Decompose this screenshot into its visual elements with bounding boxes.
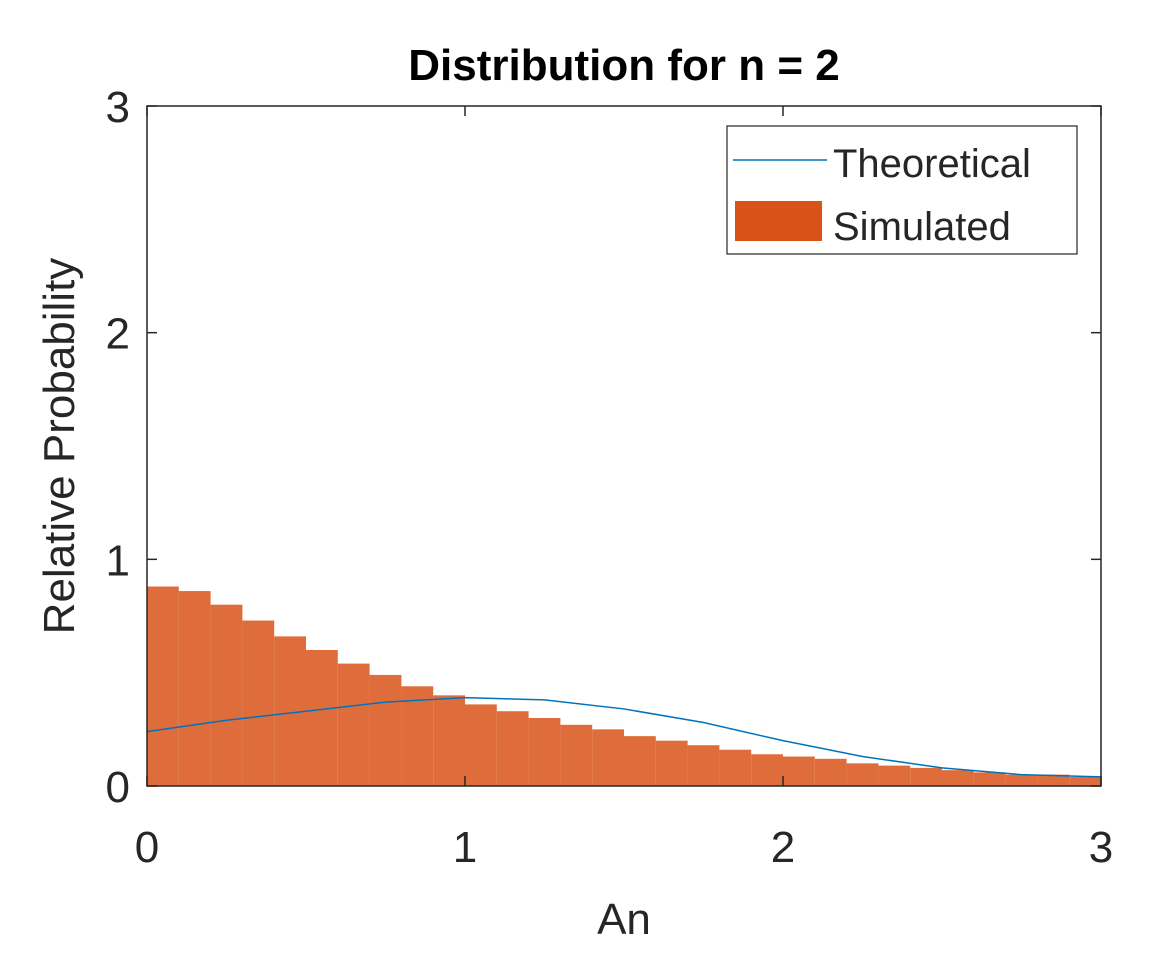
simulated-bar <box>719 749 752 786</box>
x-tick-label: 0 <box>135 823 159 872</box>
simulated-bar <box>592 729 624 786</box>
simulated-bar <box>878 765 911 786</box>
y-tick-label: 2 <box>106 310 130 359</box>
legend-simulated-label: Simulated <box>833 205 1011 249</box>
simulated-bar <box>846 763 879 786</box>
x-tick-label: 1 <box>453 823 477 872</box>
simulated-bar <box>751 754 783 786</box>
y-tick-label: 3 <box>106 83 130 132</box>
x-tick-label: 2 <box>771 823 795 872</box>
simulated-bar <box>369 674 402 786</box>
x-axis-label: An <box>597 895 651 944</box>
simulated-bar <box>178 591 211 786</box>
simulated-bars <box>147 586 1101 786</box>
simulated-bar <box>973 772 1006 786</box>
axis-ticks: 0 1 2 3 0 1 2 3 <box>106 83 1114 872</box>
simulated-bar <box>1037 774 1070 786</box>
theoretical-line-layer <box>146 696 1102 778</box>
chart-title: Distribution for n = 2 <box>408 41 839 90</box>
y-tick-label: 1 <box>106 536 130 585</box>
simulated-bar <box>465 704 497 786</box>
simulated-bar <box>624 736 656 786</box>
simulated-bar <box>783 756 815 786</box>
simulated-bar <box>433 695 465 786</box>
legend-simulated-swatch <box>735 201 822 241</box>
simulated-bar <box>210 604 243 786</box>
simulated-bar <box>496 711 529 786</box>
y-axis-label: Relative Probability <box>35 258 84 635</box>
simulated-bar <box>147 586 179 786</box>
simulated-bar <box>942 770 974 786</box>
simulated-bar <box>337 663 370 786</box>
plot-area-box <box>146 105 1102 787</box>
legend-theoretical-label: Theoretical <box>833 142 1031 186</box>
simulated-bar <box>560 724 593 786</box>
simulated-bar <box>306 650 338 786</box>
x-tick-label: 3 <box>1089 823 1113 872</box>
simulated-bar <box>687 745 720 786</box>
simulated-bar <box>814 758 847 786</box>
simulated-bar <box>1005 774 1038 786</box>
legend: Theoretical Simulated <box>726 125 1078 255</box>
y-tick-label: 0 <box>106 763 130 812</box>
simulated-bar <box>1069 776 1101 786</box>
simulated-bar <box>401 686 434 786</box>
simulated-bar <box>910 767 942 786</box>
simulated-bar <box>528 718 561 786</box>
theoretical-line <box>146 696 1102 778</box>
simulated-bar <box>242 620 275 786</box>
simulated-bar <box>655 740 688 786</box>
